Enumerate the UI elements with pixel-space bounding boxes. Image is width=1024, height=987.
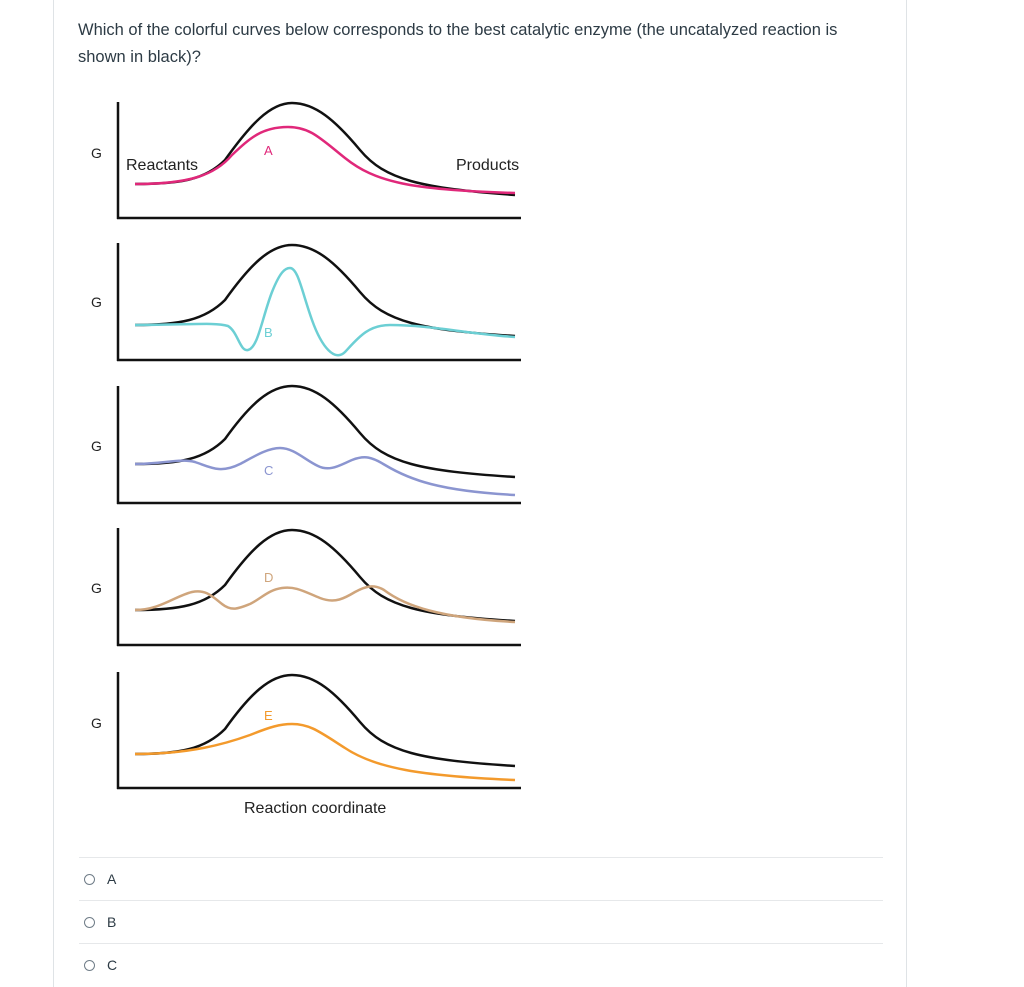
answer-option-a[interactable]: A bbox=[79, 857, 883, 900]
question-text: Which of the colorful curves below corre… bbox=[78, 21, 838, 66]
panel-c-catalyzed-curve bbox=[134, 446, 516, 497]
panel-e-catalyzed-curve bbox=[134, 722, 516, 782]
answer-option-b[interactable]: B bbox=[79, 900, 883, 943]
panel-e: G E bbox=[91, 672, 521, 790]
panel-b: G B bbox=[91, 243, 521, 362]
products-label: Products bbox=[456, 157, 519, 174]
panel-a-g-label: G bbox=[91, 145, 102, 161]
panel-b-g-label: G bbox=[91, 294, 102, 310]
panel-e-uncatalyzed-curve bbox=[134, 673, 516, 768]
x-axis-label: Reaction coordinate bbox=[244, 800, 386, 817]
panel-a-curve-letter: A bbox=[264, 143, 273, 158]
answer-a-label[interactable]: A bbox=[107, 871, 117, 887]
answer-c-radio[interactable] bbox=[84, 959, 95, 971]
panel-d: G D bbox=[91, 528, 521, 647]
answer-c-label[interactable]: C bbox=[107, 957, 118, 973]
panel-e-g-label: G bbox=[91, 715, 102, 731]
answer-option-c[interactable]: C bbox=[79, 943, 883, 986]
content-border-left bbox=[53, 0, 54, 987]
answer-b-label[interactable]: B bbox=[107, 914, 117, 930]
panel-d-catalyzed-curve bbox=[134, 585, 516, 624]
panel-a-catalyzed-curve bbox=[134, 125, 516, 195]
panel-c-uncatalyzed-curve bbox=[134, 384, 516, 479]
panel-d-uncatalyzed-curve bbox=[134, 528, 516, 623]
content-border-right bbox=[906, 0, 907, 987]
panel-c-g-label: G bbox=[91, 438, 102, 454]
panel-c-curve-letter: C bbox=[264, 463, 273, 478]
answer-a-radio[interactable] bbox=[84, 873, 95, 885]
answer-b-radio[interactable] bbox=[84, 916, 95, 928]
panel-d-curve-letter: D bbox=[264, 570, 273, 585]
panel-a: G A Reactants Products bbox=[91, 101, 521, 220]
panel-b-uncatalyzed-curve bbox=[134, 243, 516, 338]
panel-c: G C bbox=[91, 384, 521, 505]
panel-d-g-label: G bbox=[91, 580, 102, 596]
panel-b-catalyzed-curve bbox=[134, 266, 516, 357]
panel-e-curve-letter: E bbox=[264, 708, 273, 723]
answer-list: A B C bbox=[79, 857, 883, 986]
reactants-label: Reactants bbox=[126, 157, 198, 174]
panel-b-curve-letter: B bbox=[264, 325, 273, 340]
panel-a-uncatalyzed-curve bbox=[134, 101, 516, 197]
